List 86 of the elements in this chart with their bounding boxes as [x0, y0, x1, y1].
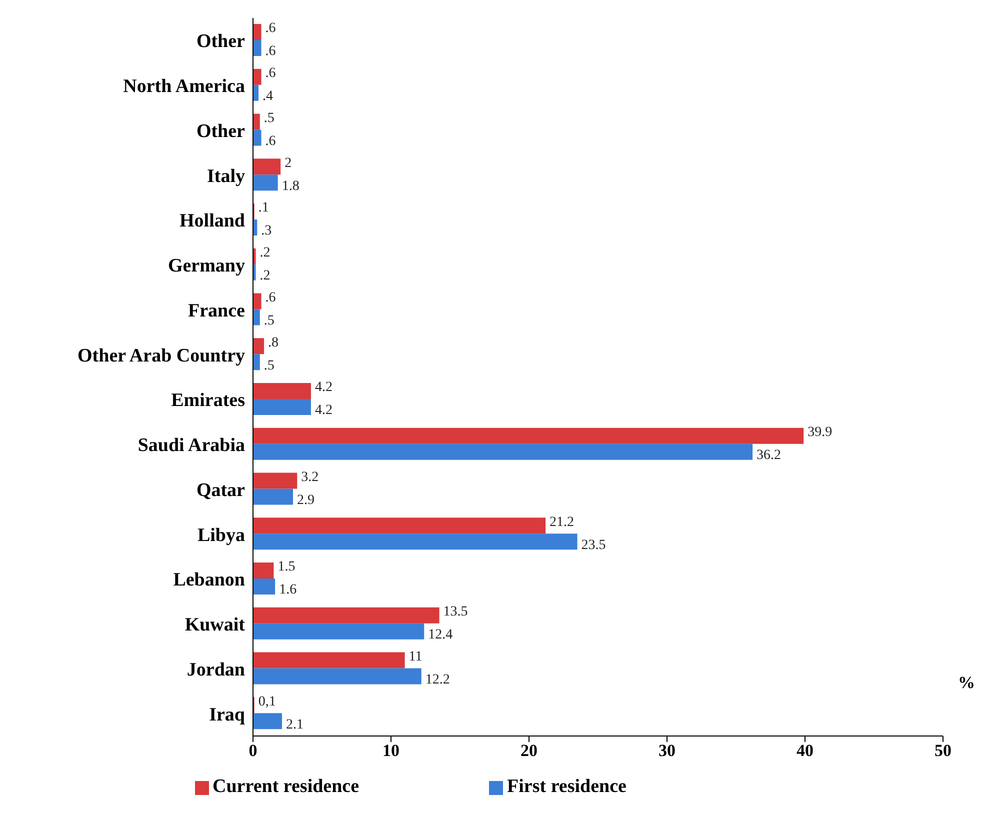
y-tick-label: Qatar: [196, 480, 246, 501]
bar: [253, 652, 405, 668]
x-tick-label: 50: [934, 741, 952, 760]
legend-label: First residence: [507, 776, 626, 797]
bar: [253, 444, 753, 460]
data-label: .3: [261, 224, 272, 239]
y-tick-label: Lebanon: [173, 570, 246, 591]
x-tick-label: 0: [248, 741, 258, 760]
data-label: .6: [265, 290, 276, 306]
bar: [253, 114, 260, 130]
data-label: 11: [408, 649, 422, 664]
bar: [253, 293, 262, 310]
bar: [253, 399, 311, 415]
x-tick-label: 10: [382, 741, 400, 760]
bar: [253, 607, 440, 624]
bar: [253, 668, 422, 684]
y-tick-label: North America: [123, 76, 246, 98]
bar: [253, 264, 256, 280]
bar: [253, 24, 262, 40]
y-tick-label: Libya: [197, 524, 246, 546]
y-tick-label: Jordan: [186, 659, 246, 680]
bar: [253, 130, 262, 146]
data-label: 2: [284, 156, 292, 171]
data-label: 4.2: [314, 380, 332, 396]
data-label: 1.8: [282, 178, 300, 194]
legend-label: Current residence: [212, 776, 360, 797]
x-tick-label: 40: [796, 741, 814, 760]
data-label: 36.2: [756, 448, 782, 464]
data-label: .6: [265, 44, 276, 60]
bar: [253, 428, 804, 444]
bar: [253, 248, 256, 264]
y-tick-label: Germany: [168, 256, 246, 277]
data-label: 13.5: [443, 604, 468, 620]
data-label: 23.5: [581, 538, 606, 553]
data-label: .6: [265, 134, 276, 149]
bar: [253, 354, 260, 370]
bar: [253, 158, 281, 175]
y-tick-label: Kuwait: [184, 614, 246, 636]
bar: [253, 174, 278, 191]
bar: [253, 309, 260, 326]
data-label: 0,1: [258, 694, 276, 710]
data-label: 1.5: [278, 560, 296, 575]
bar: [253, 472, 298, 489]
data-label: .6: [265, 21, 276, 36]
x-axis-title: %: [958, 673, 975, 692]
y-tick-label: Other: [196, 31, 246, 52]
bar: [253, 383, 311, 399]
data-label: .8: [268, 335, 279, 350]
data-label: .1: [258, 200, 269, 216]
bar: [253, 488, 294, 505]
data-label: 12.2: [425, 672, 450, 688]
bar: [253, 534, 578, 550]
data-label: .5: [264, 358, 274, 374]
y-tick-label: Saudi Arabia: [138, 435, 246, 456]
y-tick-label: France: [188, 300, 245, 322]
data-label: .5: [264, 110, 274, 126]
y-tick-label: Other Arab Country: [78, 345, 246, 366]
data-label: 39.9: [808, 425, 832, 440]
data-label: 12.4: [428, 628, 453, 643]
data-label: 21.2: [550, 514, 574, 530]
y-tick-label: Italy: [207, 166, 246, 187]
data-label: .2: [260, 268, 270, 284]
bar: [253, 578, 276, 594]
bar: [253, 518, 546, 534]
y-tick-label: Emirates: [171, 390, 245, 412]
y-tick-label: Holland: [180, 210, 246, 232]
bar: [253, 713, 282, 730]
y-tick-label: Other: [196, 120, 246, 142]
bar: [253, 338, 264, 354]
data-label: .6: [265, 66, 276, 82]
bar: [253, 84, 259, 101]
data-label: .2: [260, 246, 270, 261]
x-tick-label: 20: [520, 741, 538, 760]
bar: [253, 562, 274, 578]
data-label: 1.6: [279, 582, 297, 598]
y-tick-label: Iraq: [209, 704, 246, 726]
data-label: 2.9: [297, 492, 315, 508]
data-label: 3.2: [301, 470, 319, 485]
data-label: 2.1: [286, 717, 304, 732]
data-label: 4.2: [314, 403, 332, 418]
bar: [253, 68, 262, 85]
x-tick-label: 30: [658, 741, 676, 760]
data-label: .5: [264, 313, 274, 328]
data-label: .4: [262, 89, 274, 104]
bar: [253, 40, 262, 56]
bar: [253, 623, 424, 640]
